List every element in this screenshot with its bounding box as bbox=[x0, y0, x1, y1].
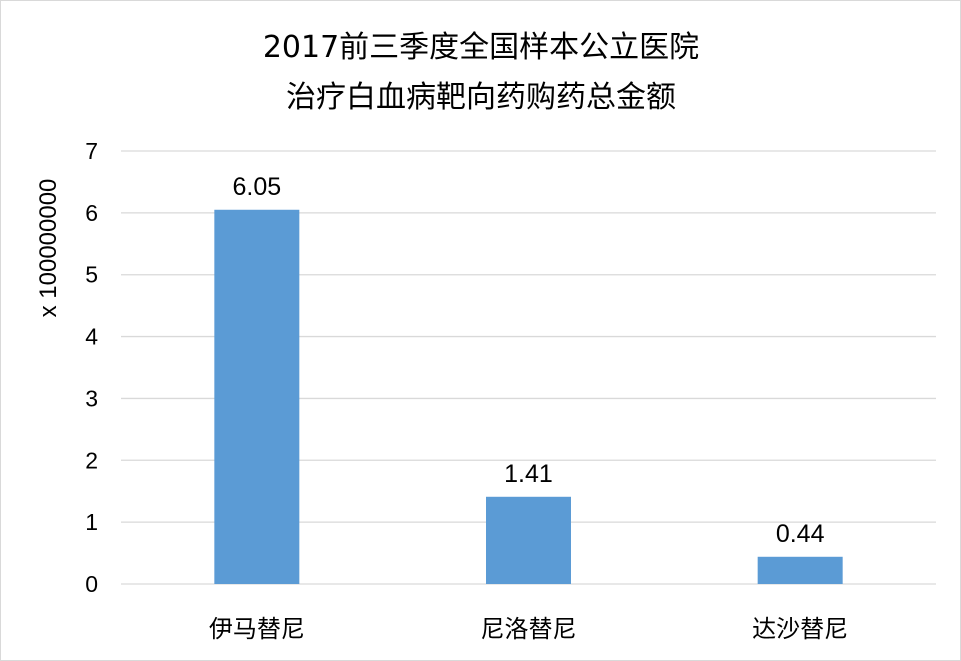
chart-title-line-1: 2017前三季度全国样本公立医院 bbox=[263, 30, 699, 65]
y-tick-labels: 0 1 2 3 4 5 6 7 bbox=[85, 138, 98, 597]
y-tick-label: 4 bbox=[85, 324, 98, 350]
y-tick-label: 1 bbox=[85, 509, 98, 535]
bar bbox=[214, 209, 300, 584]
y-tick-label: 6 bbox=[85, 200, 98, 226]
y-axis-label: x 100000000 bbox=[35, 179, 62, 318]
bar bbox=[757, 556, 843, 584]
y-tick-label: 7 bbox=[85, 138, 98, 164]
y-tick-label: 3 bbox=[85, 385, 98, 411]
category-labels: 伊马替尼 尼洛替尼 达沙替尼 bbox=[209, 615, 848, 643]
data-label: 6.05 bbox=[232, 173, 281, 201]
bars bbox=[214, 209, 843, 584]
data-label: 1.41 bbox=[504, 460, 553, 488]
category-label: 伊马替尼 bbox=[209, 615, 305, 643]
data-labels: 6.05 1.41 0.44 bbox=[232, 173, 824, 548]
category-label: 尼洛替尼 bbox=[481, 615, 577, 643]
bar bbox=[486, 496, 571, 584]
chart-title-line-2: 治疗白血病靶向药购药总金额 bbox=[286, 80, 676, 115]
category-label: 达沙替尼 bbox=[752, 615, 848, 643]
data-label: 0.44 bbox=[776, 520, 825, 548]
y-tick-label: 5 bbox=[85, 262, 98, 288]
y-tick-label: 2 bbox=[85, 447, 98, 473]
y-tick-label: 0 bbox=[85, 571, 98, 597]
